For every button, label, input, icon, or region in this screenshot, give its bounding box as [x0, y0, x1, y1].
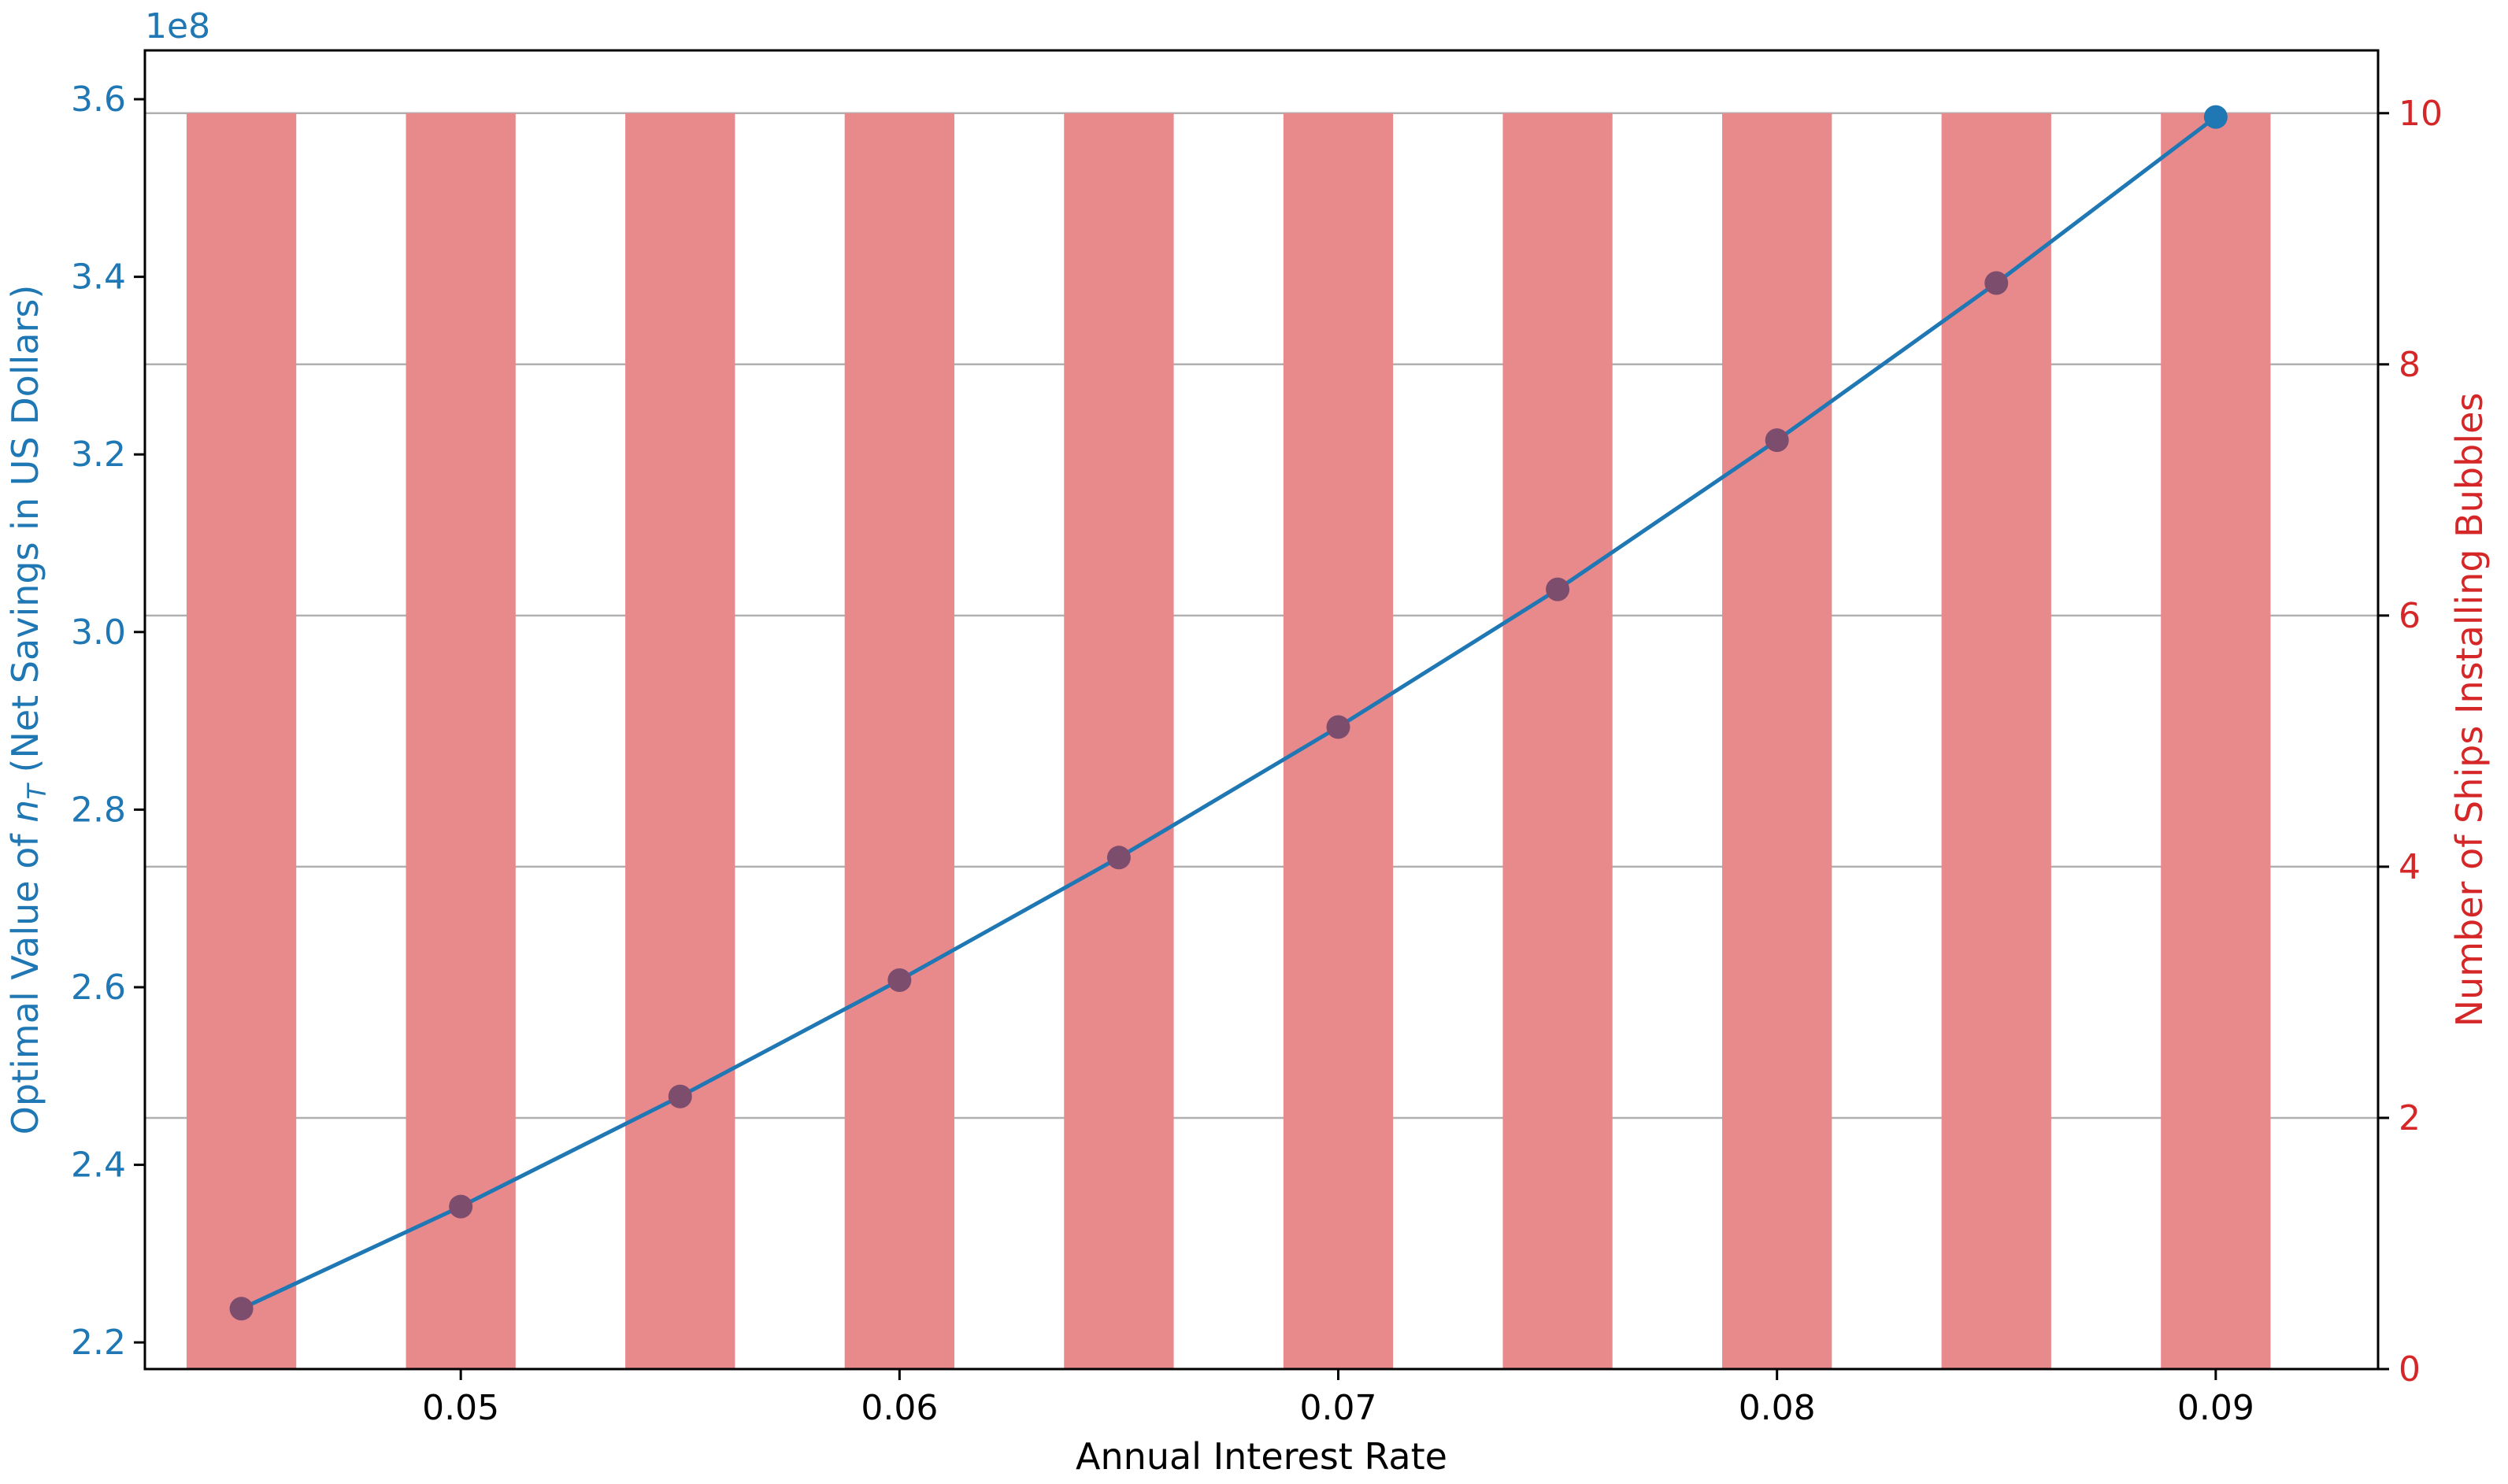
left-y-title-prefix: Optimal Value of [4, 823, 46, 1135]
bar [1722, 113, 1832, 1369]
bar [844, 113, 954, 1369]
left-y-title-subscript: T [22, 783, 52, 800]
right-y-axis: 0 2 4 6 8 10 [2378, 94, 2443, 1390]
data-point [1984, 271, 2009, 295]
data-point [1546, 577, 1570, 601]
right-tick-label: 0 [2399, 1349, 2421, 1390]
left-y-axis-title: Optimal Value of nT (Net Savings in US D… [4, 285, 52, 1135]
x-tick-label: 0.09 [2177, 1388, 2254, 1428]
bar [1283, 113, 1394, 1369]
left-tick-label: 3.0 [71, 612, 126, 653]
data-point [887, 968, 912, 992]
x-tick-label: 0.07 [1300, 1388, 1377, 1428]
x-axis: 0.05 0.06 0.07 0.08 0.09 [422, 1369, 2254, 1428]
left-offset-label: 1e8 [145, 6, 210, 46]
bar [1502, 113, 1613, 1369]
data-point [449, 1194, 473, 1219]
data-point [229, 1297, 254, 1321]
bar [186, 113, 297, 1369]
left-tick-label: 2.6 [71, 968, 126, 1008]
left-y-axis: 2.2 2.4 2.6 2.8 3.0 3.2 3.4 3.6 [71, 80, 145, 1363]
bars-layer [186, 113, 2271, 1369]
bar [1941, 113, 2051, 1369]
data-point [2203, 105, 2228, 129]
bar [406, 113, 516, 1369]
data-point [1765, 428, 1789, 453]
right-y-axis-title: Number of Ships Installing Bubbles [2448, 393, 2491, 1027]
data-point [1326, 715, 1350, 739]
x-tick-label: 0.08 [1739, 1388, 1816, 1428]
right-tick-label: 8 [2399, 345, 2421, 385]
x-tick-label: 0.05 [422, 1388, 499, 1428]
plot-frame [143, 49, 2380, 1371]
left-tick-label: 3.4 [71, 257, 126, 298]
left-tick-label: 3.2 [71, 435, 126, 475]
left-y-title-suffix: (Net Savings in US Dollars) [4, 285, 46, 784]
data-point [1106, 846, 1131, 870]
data-point [668, 1084, 692, 1108]
x-tick-label: 0.06 [861, 1388, 938, 1428]
left-tick-label: 2.8 [71, 790, 126, 830]
bar [625, 113, 735, 1369]
left-tick-label: 2.2 [71, 1323, 126, 1363]
line-layer [240, 115, 2217, 1311]
series-line [240, 115, 2217, 1311]
right-tick-label: 10 [2399, 94, 2443, 134]
right-tick-label: 6 [2399, 596, 2421, 636]
right-tick-label: 4 [2399, 847, 2421, 887]
left-tick-label: 3.6 [71, 80, 126, 120]
bar [1064, 113, 1174, 1369]
left-y-title-math: n [4, 800, 46, 823]
right-tick-label: 2 [2399, 1098, 2421, 1138]
left-tick-label: 2.4 [71, 1145, 126, 1186]
markers-layer [229, 105, 2228, 1321]
bar [2161, 113, 2271, 1369]
x-axis-title: Annual Interest Rate [1076, 1435, 1447, 1478]
